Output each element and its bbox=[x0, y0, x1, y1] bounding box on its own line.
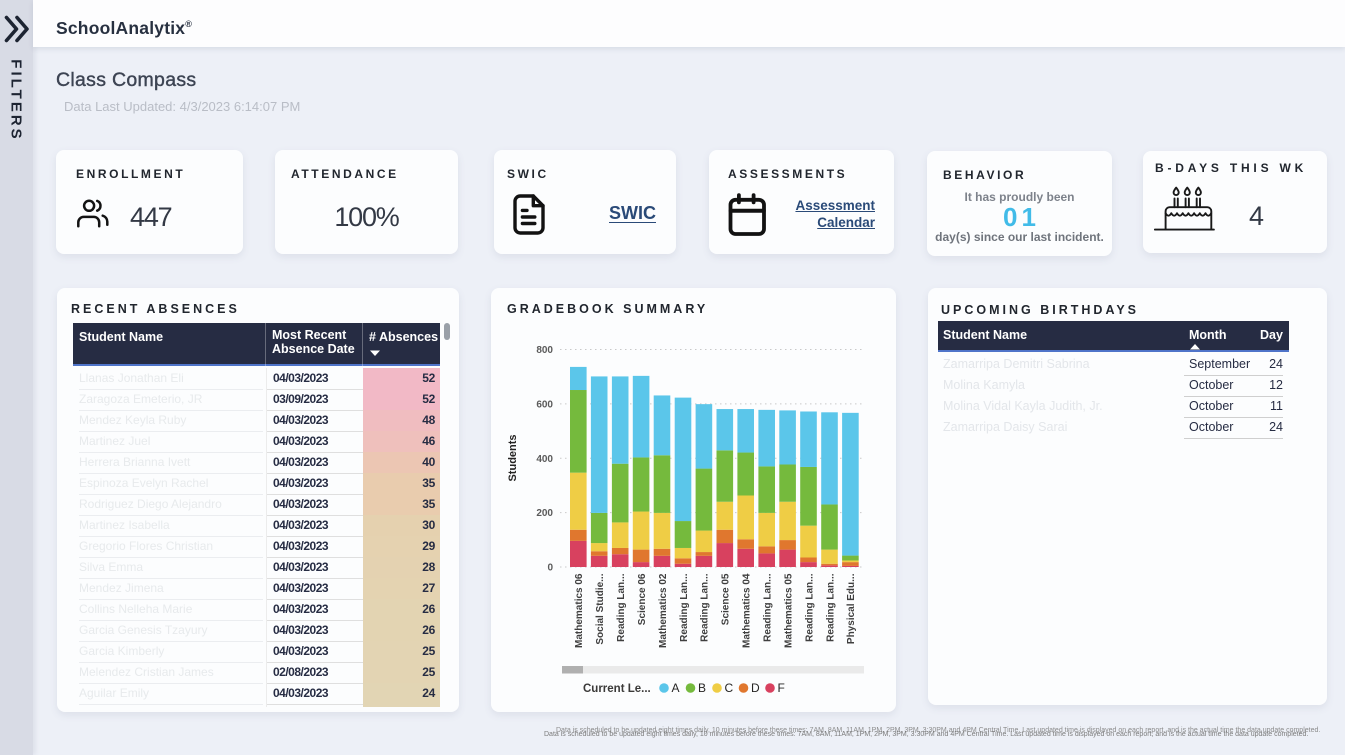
svg-text:Reading Lan...: Reading Lan... bbox=[616, 573, 627, 642]
svg-text:Current Le...: Current Le... bbox=[583, 683, 651, 695]
svg-text:Reading Lan...: Reading Lan... bbox=[763, 573, 774, 642]
svg-text:800: 800 bbox=[536, 345, 553, 356]
svg-text:Physical Edu...: Physical Edu... bbox=[846, 573, 857, 644]
svg-text:Science 06: Science 06 bbox=[637, 573, 648, 625]
svg-text:200: 200 bbox=[536, 508, 553, 519]
svg-text:Social Studie...: Social Studie... bbox=[595, 573, 606, 644]
svg-text:B: B bbox=[698, 681, 706, 695]
svg-text:400: 400 bbox=[536, 454, 553, 465]
svg-text:600: 600 bbox=[536, 399, 553, 410]
svg-text:F: F bbox=[778, 681, 785, 695]
svg-text:Mathematics 02: Mathematics 02 bbox=[658, 573, 669, 648]
svg-text:Reading Lan...: Reading Lan... bbox=[825, 573, 836, 642]
svg-text:Reading Lan...: Reading Lan... bbox=[700, 573, 711, 642]
svg-text:A: A bbox=[672, 681, 680, 695]
svg-text:Reading Lan...: Reading Lan... bbox=[804, 573, 815, 642]
svg-text:Students: Students bbox=[507, 434, 519, 481]
svg-text:Mathematics 05: Mathematics 05 bbox=[783, 573, 794, 648]
svg-text:Mathematics 06: Mathematics 06 bbox=[574, 573, 585, 648]
svg-text:0: 0 bbox=[547, 563, 553, 574]
svg-text:D: D bbox=[751, 681, 760, 695]
svg-text:Science 05: Science 05 bbox=[721, 573, 732, 625]
svg-text:C: C bbox=[725, 681, 734, 695]
svg-text:Reading Lan...: Reading Lan... bbox=[679, 573, 690, 642]
svg-text:Mathematics 04: Mathematics 04 bbox=[742, 573, 753, 648]
